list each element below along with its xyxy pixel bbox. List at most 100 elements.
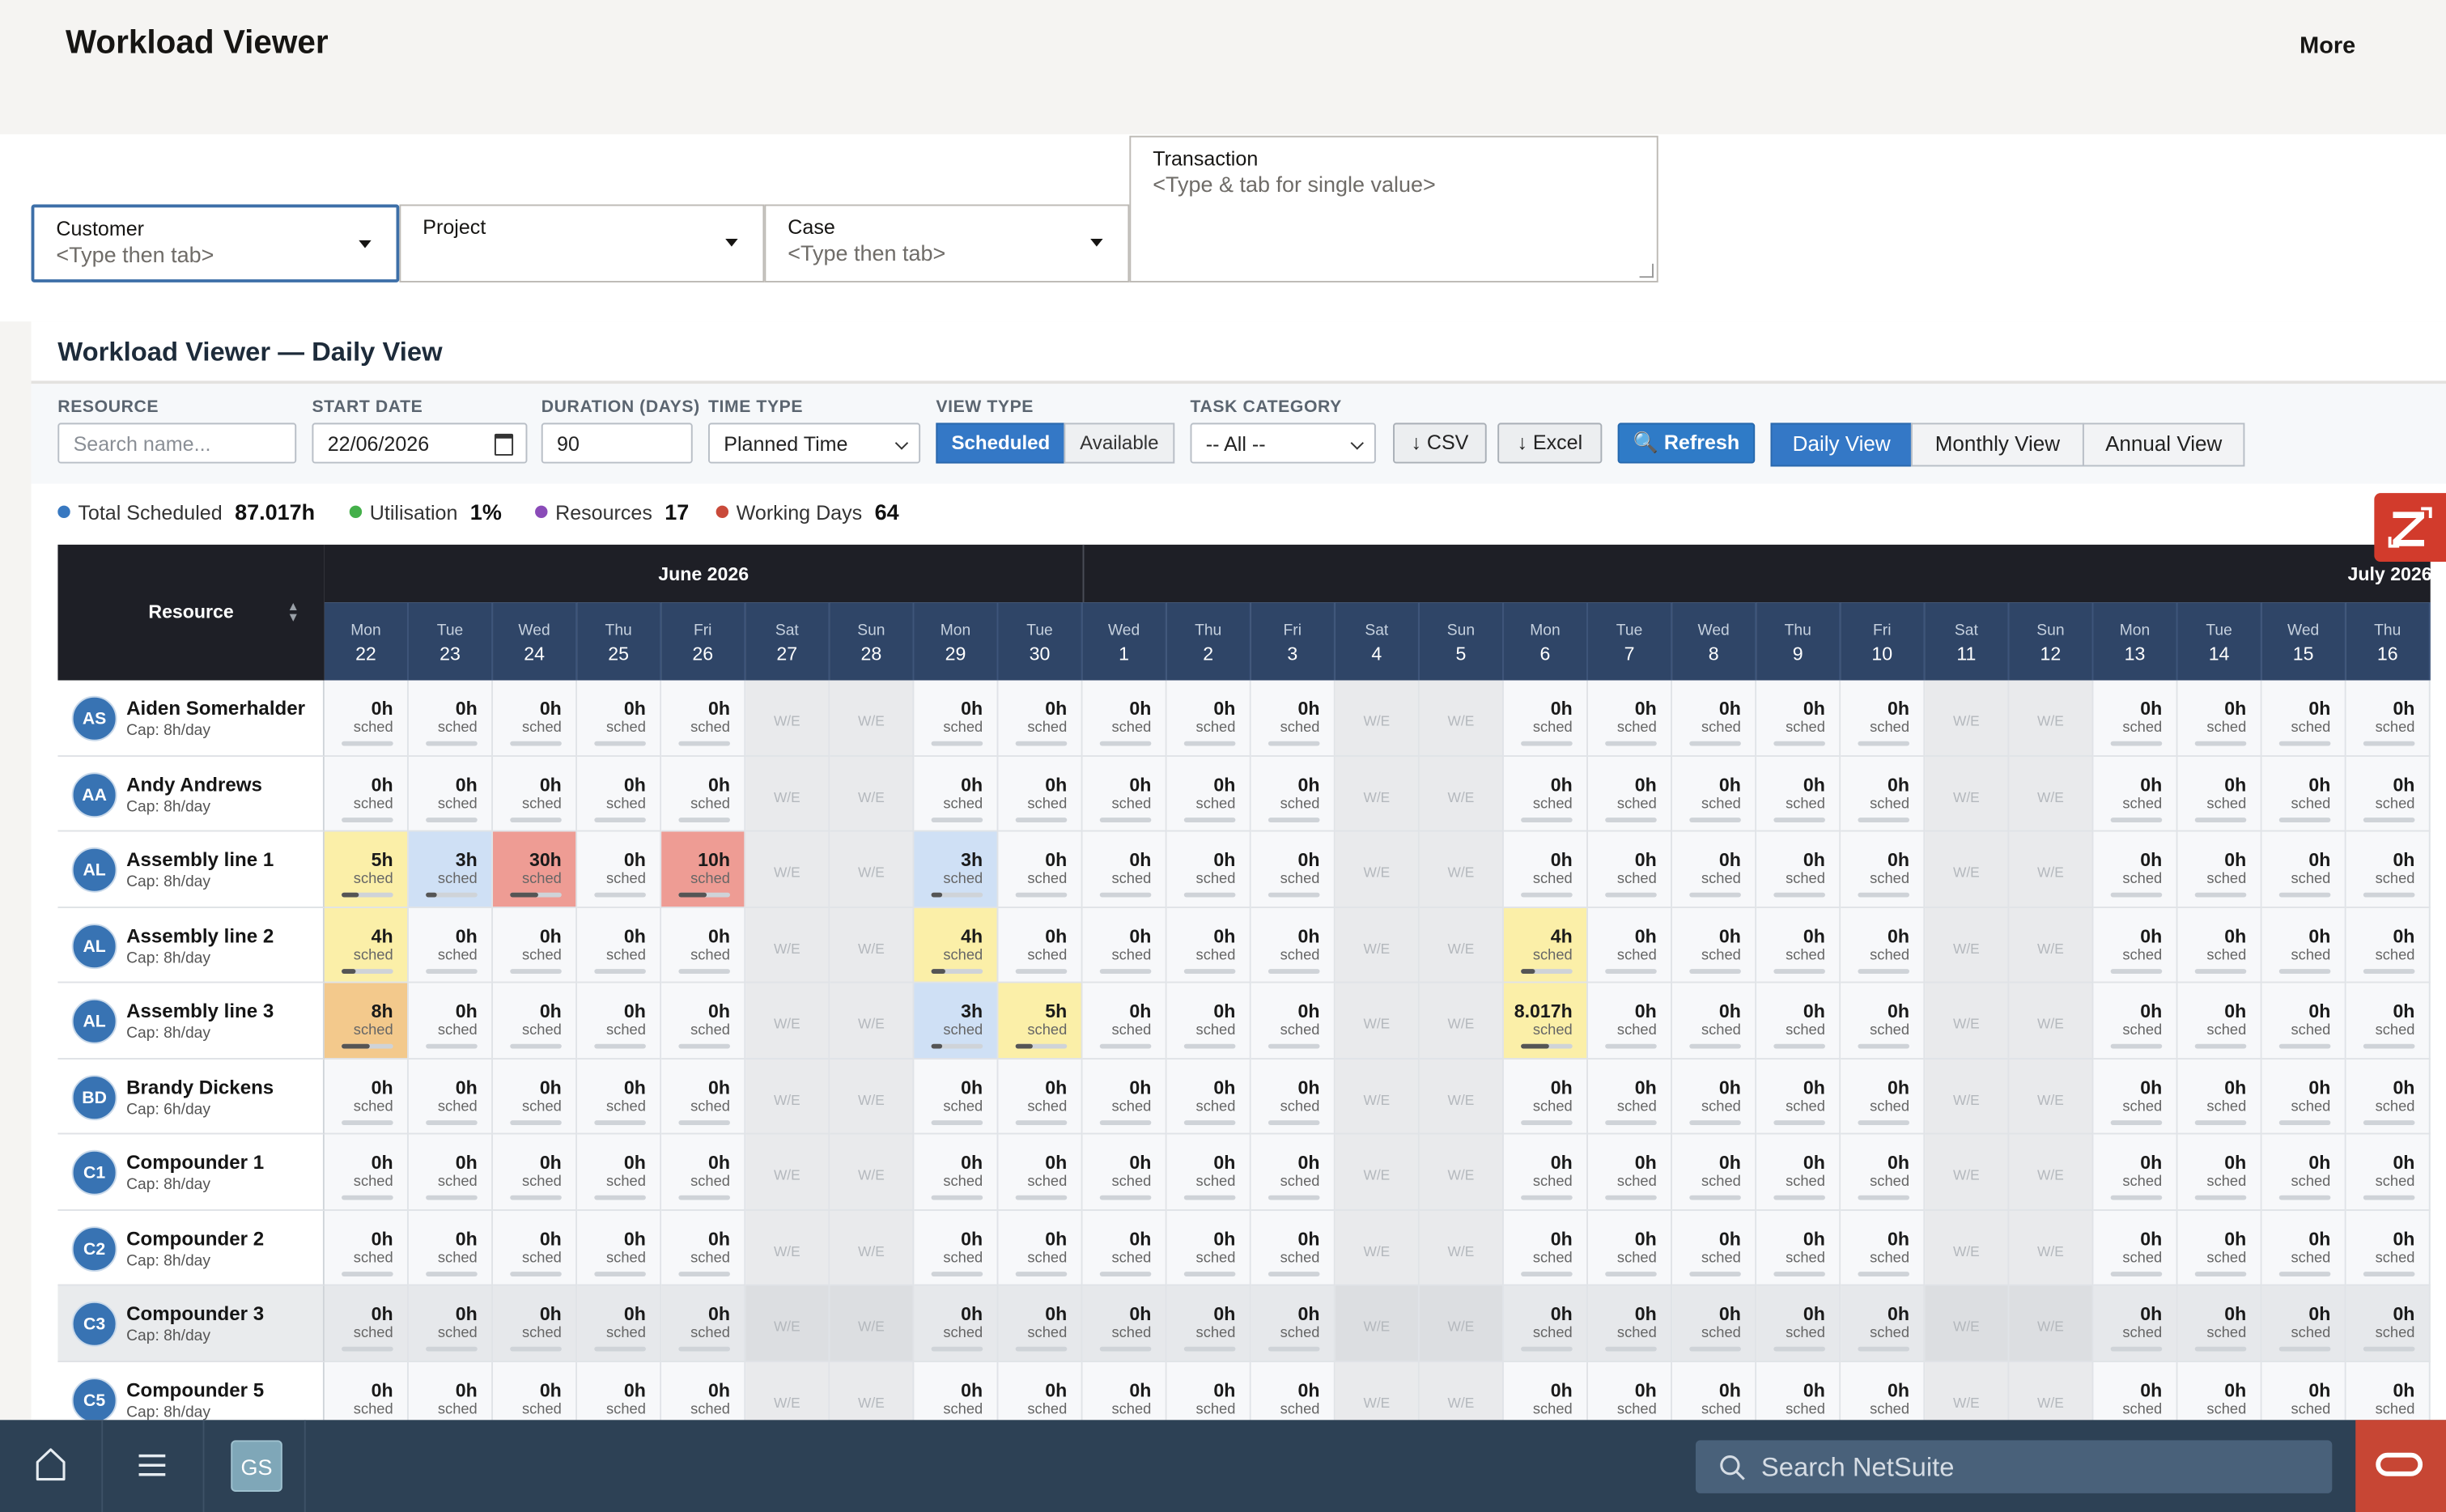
schedule-cell[interactable]: 0h sched bbox=[2093, 1210, 2178, 1286]
schedule-cell[interactable]: 0h sched bbox=[1672, 1361, 1757, 1421]
schedule-cell[interactable]: 0h sched bbox=[2177, 907, 2262, 983]
schedule-cell[interactable]: 0h sched bbox=[1503, 1134, 1588, 1211]
schedule-cell[interactable]: 0h sched bbox=[1166, 680, 1251, 757]
weekend-cell[interactable]: W/E bbox=[2009, 756, 2094, 832]
resource-row-header[interactable]: AL Assembly line 1 Cap: 8h/day bbox=[57, 831, 325, 908]
weekend-cell[interactable]: W/E bbox=[2009, 1210, 2094, 1286]
schedule-cell[interactable]: 0h sched bbox=[577, 680, 662, 757]
csv-export-button[interactable]: ↓ CSV bbox=[1393, 423, 1487, 464]
resource-row-header[interactable]: AA Andy Andrews Cap: 8h/day bbox=[57, 756, 325, 832]
schedule-cell[interactable]: 0h sched bbox=[914, 1285, 999, 1362]
schedule-cell[interactable]: 0h sched bbox=[2346, 1285, 2431, 1362]
schedule-cell[interactable]: 0h sched bbox=[661, 907, 746, 983]
schedule-cell[interactable]: 0h sched bbox=[2346, 983, 2431, 1060]
schedule-cell[interactable]: 0h sched bbox=[324, 1059, 409, 1135]
weekend-cell[interactable]: W/E bbox=[830, 831, 915, 908]
schedule-cell[interactable]: 0h sched bbox=[324, 1134, 409, 1211]
schedule-cell[interactable]: 0h sched bbox=[1672, 1285, 1757, 1362]
weekend-cell[interactable]: W/E bbox=[1925, 680, 2010, 757]
schedule-cell[interactable]: 0h sched bbox=[2093, 1134, 2178, 1211]
schedule-cell[interactable]: 0h sched bbox=[2093, 907, 2178, 983]
schedule-cell[interactable]: 0h sched bbox=[1756, 1059, 1841, 1135]
schedule-cell[interactable]: 0h sched bbox=[1251, 1059, 1336, 1135]
schedule-cell[interactable]: 0h sched bbox=[408, 1361, 494, 1421]
weekend-cell[interactable]: W/E bbox=[830, 983, 915, 1060]
schedule-cell[interactable]: 0h sched bbox=[1587, 680, 1673, 757]
resource-column-header[interactable]: Resource ▲ ▼ bbox=[57, 544, 325, 681]
schedule-cell[interactable]: 0h sched bbox=[577, 907, 662, 983]
weekend-cell[interactable]: W/E bbox=[2009, 983, 2094, 1060]
schedule-cell[interactable]: 0h sched bbox=[1756, 1361, 1841, 1421]
schedule-cell[interactable]: 0h sched bbox=[2177, 680, 2262, 757]
weekend-cell[interactable]: W/E bbox=[830, 907, 915, 983]
schedule-cell[interactable]: 0h sched bbox=[1841, 680, 1926, 757]
schedule-cell[interactable]: 0h sched bbox=[1841, 1285, 1926, 1362]
schedule-cell[interactable]: 0h sched bbox=[1587, 907, 1673, 983]
schedule-cell[interactable]: 0h sched bbox=[577, 831, 662, 908]
schedule-cell[interactable]: 0h sched bbox=[493, 680, 578, 757]
sort-icon[interactable]: ▲ ▼ bbox=[287, 599, 299, 625]
schedule-cell[interactable]: 0h sched bbox=[493, 756, 578, 832]
schedule-cell[interactable]: 0h sched bbox=[1082, 1134, 1167, 1211]
schedule-cell[interactable]: 0h sched bbox=[1672, 1059, 1757, 1135]
schedule-cell[interactable]: 0h sched bbox=[1503, 1210, 1588, 1286]
weekend-cell[interactable]: W/E bbox=[745, 756, 830, 832]
schedule-cell[interactable]: 0h sched bbox=[1251, 1285, 1336, 1362]
schedule-cell[interactable]: 0h sched bbox=[1672, 907, 1757, 983]
schedule-cell[interactable]: 0h sched bbox=[324, 1361, 409, 1421]
schedule-cell[interactable]: 0h sched bbox=[661, 756, 746, 832]
schedule-cell[interactable]: 0h sched bbox=[577, 983, 662, 1060]
schedule-cell[interactable]: 0h sched bbox=[1756, 1134, 1841, 1211]
weekend-cell[interactable]: W/E bbox=[2009, 907, 2094, 983]
weekend-cell[interactable]: W/E bbox=[1419, 983, 1504, 1060]
schedule-cell[interactable]: 0h sched bbox=[914, 756, 999, 832]
case-input[interactable]: <Type then tab> bbox=[788, 240, 946, 265]
schedule-cell[interactable]: 0h sched bbox=[2261, 831, 2346, 908]
weekend-cell[interactable]: W/E bbox=[1419, 1285, 1504, 1362]
time-type-select[interactable]: Planned Time bbox=[707, 423, 921, 464]
weekend-cell[interactable]: W/E bbox=[1925, 1285, 2010, 1362]
schedule-cell[interactable]: 0h sched bbox=[1503, 831, 1588, 908]
schedule-cell[interactable]: 0h sched bbox=[493, 1059, 578, 1135]
schedule-cell[interactable]: 0h sched bbox=[1756, 907, 1841, 983]
tab-monthly-view[interactable]: Monthly View bbox=[1910, 423, 2084, 467]
schedule-cell[interactable]: 0h sched bbox=[1841, 907, 1926, 983]
user-menu-button[interactable] bbox=[203, 1420, 306, 1512]
view-scheduled-button[interactable]: Scheduled bbox=[936, 423, 1066, 464]
weekend-cell[interactable]: W/E bbox=[830, 1285, 915, 1362]
schedule-cell[interactable]: 0h sched bbox=[577, 1134, 662, 1211]
weekend-cell[interactable]: W/E bbox=[2009, 680, 2094, 757]
weekend-cell[interactable]: W/E bbox=[1335, 1134, 1420, 1211]
weekend-cell[interactable]: W/E bbox=[745, 1059, 830, 1135]
schedule-cell[interactable]: 0h sched bbox=[324, 680, 409, 757]
weekend-cell[interactable]: W/E bbox=[830, 1361, 915, 1421]
schedule-cell[interactable]: 0h sched bbox=[1756, 983, 1841, 1060]
schedule-cell[interactable]: 0h sched bbox=[1251, 1210, 1336, 1286]
schedule-cell[interactable]: 0h sched bbox=[1587, 1059, 1673, 1135]
schedule-cell[interactable]: 0h sched bbox=[661, 1210, 746, 1286]
schedule-cell[interactable]: 0h sched bbox=[408, 1210, 494, 1286]
schedule-cell[interactable]: 0h sched bbox=[1841, 756, 1926, 832]
schedule-cell[interactable]: 0h sched bbox=[2261, 680, 2346, 757]
schedule-cell[interactable]: 0h sched bbox=[1672, 756, 1757, 832]
schedule-cell[interactable]: 0h sched bbox=[1082, 907, 1167, 983]
schedule-cell[interactable]: 0h sched bbox=[2093, 756, 2178, 832]
weekend-cell[interactable]: W/E bbox=[1419, 756, 1504, 832]
schedule-cell[interactable]: 0h sched bbox=[1082, 1285, 1167, 1362]
weekend-cell[interactable]: W/E bbox=[1335, 983, 1420, 1060]
weekend-cell[interactable]: W/E bbox=[745, 1134, 830, 1211]
case-field[interactable]: Case <Type then tab> bbox=[764, 204, 1130, 282]
resource-row-header[interactable]: AL Assembly line 3 Cap: 8h/day bbox=[57, 983, 325, 1060]
schedule-cell[interactable]: 0h sched bbox=[1082, 831, 1167, 908]
schedule-cell[interactable]: 0h sched bbox=[661, 1361, 746, 1421]
resource-row-header[interactable]: BD Brandy Dickens Cap: 6h/day bbox=[57, 1059, 325, 1135]
weekend-cell[interactable]: W/E bbox=[2009, 1059, 2094, 1135]
schedule-cell[interactable]: 0h sched bbox=[2177, 756, 2262, 832]
schedule-cell[interactable]: 0h sched bbox=[1587, 1210, 1673, 1286]
weekend-cell[interactable]: W/E bbox=[745, 983, 830, 1060]
schedule-cell[interactable]: 0h sched bbox=[661, 1059, 746, 1135]
weekend-cell[interactable]: W/E bbox=[1419, 907, 1504, 983]
weekend-cell[interactable]: W/E bbox=[830, 756, 915, 832]
schedule-cell[interactable]: 0h sched bbox=[1082, 1361, 1167, 1421]
customer-field[interactable]: Customer <Type then tab> bbox=[31, 204, 400, 282]
